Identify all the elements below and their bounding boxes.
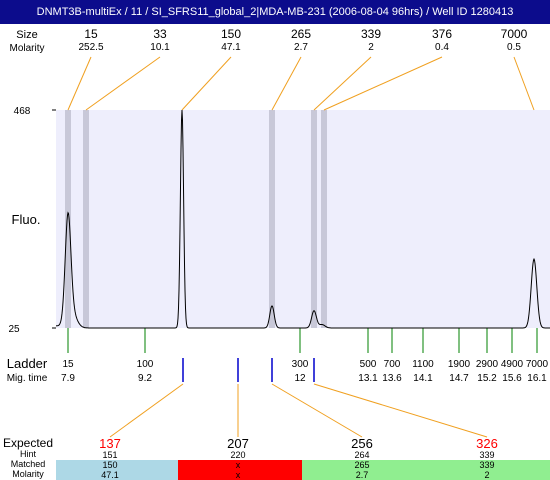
hint-value: 151 <box>102 450 117 460</box>
matched-cell <box>56 460 178 480</box>
expected-connector <box>271 383 363 438</box>
molarity-label: Molarity <box>9 43 44 54</box>
hint-value: 220 <box>230 450 245 460</box>
ladder-size: 700 <box>384 359 401 370</box>
peak-connector <box>313 56 372 111</box>
matched-label: Matched <box>11 459 46 469</box>
ladder-mig-time: 16.1 <box>527 373 547 384</box>
peak-molarity: 252.5 <box>78 42 103 53</box>
ladder-label: Ladder <box>7 356 48 371</box>
ladder-mig-time: 14.7 <box>449 373 469 384</box>
mig-time-label: Mig. time <box>7 373 48 384</box>
ladder-size: 500 <box>360 359 377 370</box>
size-label: Size <box>16 29 37 41</box>
ladder-mig-time: 9.2 <box>138 373 152 384</box>
peak-band <box>83 110 89 328</box>
y-axis-label: Fluo. <box>12 212 41 227</box>
ladder-size: 1900 <box>448 359 471 370</box>
matched-cell <box>178 460 302 480</box>
ladder-mig-time: 12 <box>294 373 306 384</box>
hint-value: 264 <box>354 450 369 460</box>
ladder-mig-time: 7.9 <box>61 373 75 384</box>
ladder-mig-time: 15.2 <box>477 373 497 384</box>
peak-band <box>269 110 275 328</box>
expected-label: Expected <box>3 436 53 450</box>
peak-molarity: 10.1 <box>150 42 170 53</box>
ladder-size: 2900 <box>476 359 499 370</box>
matched-value: 339 <box>479 460 494 470</box>
peak-band <box>65 110 71 328</box>
expected-connector <box>109 383 184 438</box>
molarity-bottom-label: Molarity <box>12 469 44 479</box>
peak-size: 265 <box>291 27 311 41</box>
matched-value: x <box>236 460 241 470</box>
ladder-mig-time: 13.1 <box>358 373 378 384</box>
fluorescence-trace <box>55 109 550 329</box>
ladder-mig-time: 13.6 <box>382 373 402 384</box>
peak-connector <box>181 56 232 111</box>
matched-value: 265 <box>354 460 369 470</box>
hint-value: 339 <box>479 450 494 460</box>
ladder-mig-time: 14.1 <box>413 373 433 384</box>
y-tick-label: 25 <box>8 324 20 335</box>
ladder-size: 100 <box>137 359 154 370</box>
peak-connector <box>271 56 302 111</box>
ladder-size: 300 <box>292 359 309 370</box>
expected-value: 326 <box>476 436 498 451</box>
plot-area <box>56 110 550 328</box>
peak-molarity: 2.7 <box>294 42 308 53</box>
molarity-value: x <box>236 470 241 480</box>
y-tick-label: 468 <box>14 106 31 117</box>
expected-connector <box>313 383 488 438</box>
ladder-size: 7000 <box>526 359 549 370</box>
peak-connector <box>323 56 443 111</box>
hint-label: Hint <box>20 449 37 459</box>
peak-molarity: 2 <box>368 42 374 53</box>
molarity-value: 2.7 <box>356 470 369 480</box>
molarity-value: 2 <box>484 470 489 480</box>
matched-cell <box>302 460 426 480</box>
ladder-size: 1100 <box>412 359 434 370</box>
peak-molarity: 0.4 <box>435 42 449 53</box>
peak-molarity: 0.5 <box>507 42 521 53</box>
expected-value: 256 <box>351 436 373 451</box>
ladder-mig-time: 15.6 <box>502 373 522 384</box>
peak-size: 376 <box>432 27 452 41</box>
peak-size: 7000 <box>501 27 528 41</box>
peak-size: 33 <box>153 27 167 41</box>
ladder-size: 4900 <box>501 359 524 370</box>
peak-connector <box>513 56 535 111</box>
peak-molarity: 47.1 <box>221 42 241 53</box>
peak-size: 15 <box>84 27 98 41</box>
peak-band <box>311 110 317 328</box>
matched-cell <box>426 460 550 480</box>
expected-value: 207 <box>227 436 249 451</box>
peak-connector <box>67 56 92 111</box>
ladder-size: 15 <box>62 359 74 370</box>
peak-band <box>321 110 327 328</box>
window-title: DNMT3B-multiEx / 11 / SI_SFRS11_global_2… <box>0 0 550 24</box>
molarity-value: 47.1 <box>101 470 119 480</box>
peak-size: 150 <box>221 27 241 41</box>
expected-value: 137 <box>99 436 121 451</box>
peak-size: 339 <box>361 27 381 41</box>
peak-connector <box>85 56 161 111</box>
matched-value: 150 <box>102 460 117 470</box>
